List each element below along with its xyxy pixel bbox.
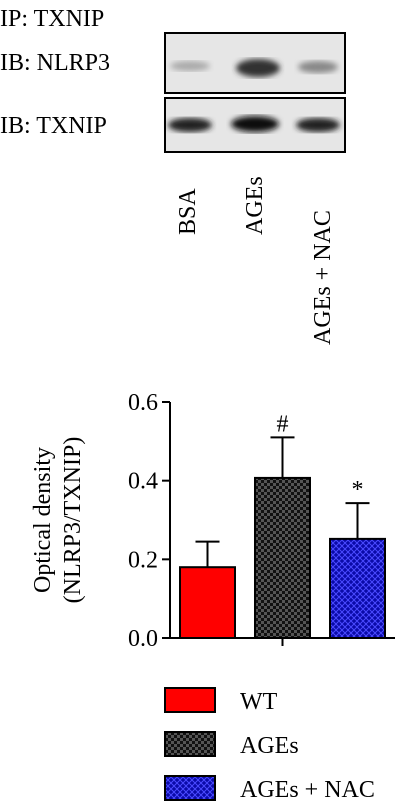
y-tick-label: 0.2 (128, 547, 158, 573)
annotation: # (277, 411, 289, 437)
bar (329, 537, 386, 640)
y-tick-label: 0.0 (128, 626, 158, 652)
legend-swatch (164, 687, 216, 713)
blot-2 (164, 97, 346, 153)
bar (254, 476, 311, 639)
error-bar (270, 436, 295, 478)
annotation: * (352, 477, 364, 503)
lane-label: BSA (175, 188, 201, 235)
blot-1 (164, 32, 346, 94)
y-tick-label: 0.6 (128, 390, 158, 416)
lane-label: AGEs + NAC (310, 210, 336, 345)
y-label: (NLRP3/TXNIP) (60, 437, 86, 604)
legend-swatch (164, 731, 216, 757)
lane-label: AGEs (242, 176, 268, 235)
error-bar (195, 540, 220, 568)
error-bar (345, 502, 370, 539)
row-label: IB: TXNIP (0, 113, 107, 139)
legend-label: AGEs (240, 733, 299, 759)
y-tick-label: 0.4 (128, 469, 158, 495)
ip-label: IP: TXNIP (0, 6, 104, 32)
legend-label: WT (240, 689, 278, 715)
legend-label: AGEs + NAC (240, 777, 375, 803)
legend-swatch (164, 775, 216, 801)
bar (179, 566, 236, 640)
y-label: Optical density (30, 447, 56, 593)
row-label: IB: NLRP3 (0, 50, 110, 76)
